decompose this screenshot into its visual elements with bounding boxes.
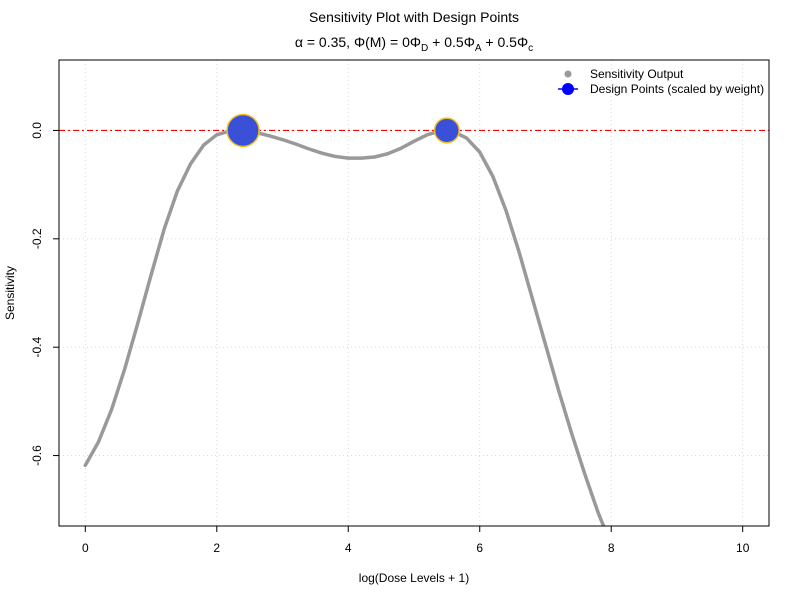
x-tick-label-4: 8 [608,541,615,555]
x-tick-label-1: 2 [213,541,220,555]
plus-term-c: + 0.5 [482,34,518,50]
sub-c: c [528,43,533,54]
x-tick-label-2: 4 [345,541,352,555]
chart-title: Sensitivity Plot with Design Points [309,9,519,25]
phi-c-symbol: Φ [517,34,528,50]
series-line-sensitivity [83,128,606,526]
legend-label-design: Design Points (scaled by weight) [590,82,764,96]
grid [59,60,769,526]
sub-a: A [475,43,482,54]
y-axis-title: Sensitivity [3,266,17,320]
x-tick-label-5: 10 [736,541,750,555]
sub-d: D [421,43,428,54]
phi-symbol: Φ [354,34,365,50]
eq-text: = 0 [386,34,410,50]
x-tick-label-0: 0 [82,541,89,555]
y-tick-label-2: -0.4 [30,337,44,358]
design-point-2 [433,117,460,144]
y-axis: 0.0 -0.2 -0.4 -0.6 [30,122,60,466]
y-tick-label-0: 0.0 [30,122,44,139]
x-axis-title: log(Dose Levels + 1) [359,571,469,585]
y-tick-label-1: -0.2 [30,228,44,249]
legend-label-sensitivity: Sensitivity Output [590,67,684,81]
legend: Sensitivity Output Design Points (scaled… [558,67,764,96]
design-point-1 [226,113,260,148]
phi-a-symbol: Φ [464,34,475,50]
legend-marker-design [562,83,574,95]
series-layer [83,128,606,526]
y-tick-label-3: -0.6 [30,445,44,466]
x-axis: 0 2 4 6 8 10 [82,525,750,555]
design-points-layer [226,113,460,148]
m-text: (M) [365,34,386,50]
phi-d-symbol: Φ [410,34,421,50]
x-tick-label-3: 6 [476,541,483,555]
alpha-symbol: α [295,34,303,50]
alpha-value: = 0.35, [303,34,354,50]
plus-term-a: + 0.5 [428,34,464,50]
chart-subtitle: α = 0.35, Φ(M) = 0ΦD + 0.5ΦA + 0.5Φc [295,34,533,54]
legend-marker-sensitivity [564,70,572,78]
